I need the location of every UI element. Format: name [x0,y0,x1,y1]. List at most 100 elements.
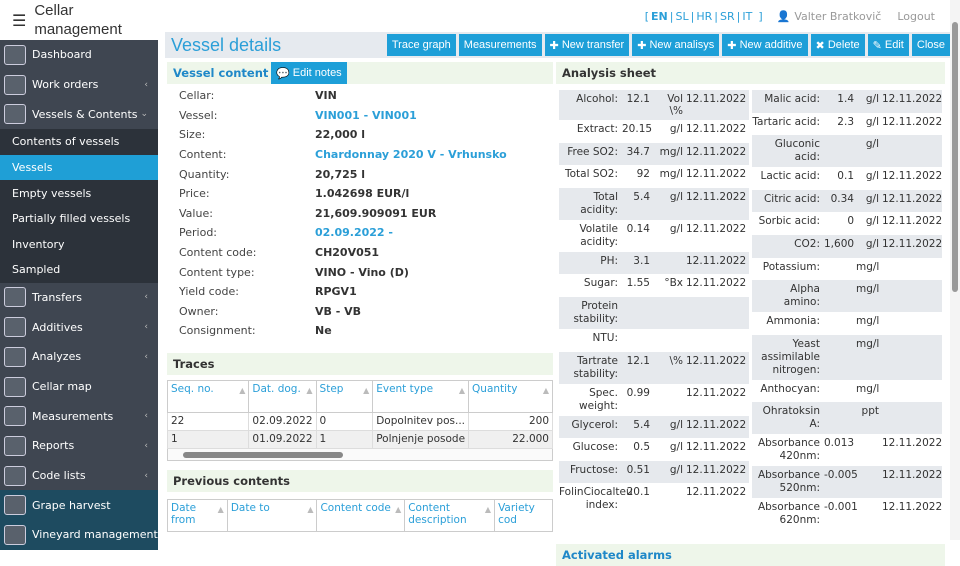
column-header[interactable]: ▲ Step [315,379,374,413]
edit-notes-button[interactable]: 💬 Edit notes [271,62,347,84]
table-row[interactable]: 22 02.09.2022 0 Dopolnitev pos... 200 [166,411,553,431]
sidebar-item-dashboard[interactable]: Dashboard [0,40,158,70]
sidebar-subitem-partially-filled-vessels[interactable]: Partially filled vessels [12,212,131,226]
analysis-unit: g/l [865,237,879,250]
sort-icon[interactable]: ▲ [484,504,492,514]
sort-icon[interactable]: ▲ [542,385,549,395]
close-button[interactable]: Close [911,34,950,56]
logout-link[interactable]: Logout [897,9,935,23]
analysis-value: -0.001 [824,501,858,514]
column-header[interactable]: Variety cod [494,498,553,532]
button-label: New additive [739,39,803,51]
column-header[interactable]: ▲ Content description [404,498,496,532]
vessels-icon [4,104,26,125]
sidebar-item-grape-harvest[interactable]: Grape harvest [0,490,158,521]
field-value[interactable]: 02.09.2022 - [315,226,393,240]
analysis-row: Yeast assimilable nitrogen: mg/l [752,334,942,380]
lang-hr[interactable]: HR [696,9,713,23]
lang-sl[interactable]: SL [675,9,689,23]
sort-icon[interactable]: ▲ [307,504,314,514]
sidebar-item-reports[interactable]: Reports ‹ [0,431,158,461]
column-header[interactable]: ▲ Seq. no. [166,379,250,413]
traces-table: ▲ Seq. no. ▲ Dat. dog. ▲ Step ▲ Event type ▲ Quan… [166,379,553,449]
sidebar-item-vessels-contents[interactable]: Vessels & Contents ⌄ [0,99,158,129]
bracket: [ [644,9,650,23]
sidebar-item-cellar-map[interactable]: Cellar map [0,372,158,402]
vessel-fields: Cellar: VIN Vessel: VIN001 - VIN001 Size: 22,… [167,84,553,341]
column-header[interactable]: ▲ Date to [226,498,318,532]
analysis-value: 0.1 [837,170,854,183]
analysis-row: Glucose: 0.5 g/l 12.11.2022 [559,438,749,461]
button-label: Edit [884,39,904,51]
analysis-date: 12.11.2022 [686,463,747,476]
field-value[interactable]: VIN001 - VIN001 [315,108,417,122]
lang-en[interactable]: EN [651,9,668,23]
column-header[interactable]: ▲ Event type [372,379,470,413]
scrollbar-thumb[interactable] [952,22,958,292]
analysis-label: Sugar: [583,277,618,290]
new-analysis-button[interactable]: ✚ New analisys [632,34,720,56]
analysis-unit: g/l [669,123,683,135]
table-row[interactable]: 1 01.09.2022 1 Polnjenje posode 22.000 [166,429,553,449]
vertical-scrollbar[interactable] [950,0,960,540]
sort-icon[interactable]: ▲ [395,504,402,514]
title-bar: Vessel details Trace graph Measurements … [165,32,950,58]
analysis-value: 5.4 [633,418,650,431]
sort-icon[interactable]: ▲ [239,385,246,395]
analysis-date: 12.11.2022 [882,237,943,250]
analysis-date: 12.11.2022 [686,190,747,203]
new-additive-button[interactable]: ✚ New additive [722,34,808,56]
sort-icon[interactable]: ▲ [217,504,224,514]
sort-icon[interactable]: ▲ [306,385,313,395]
column-label: Step [319,382,344,395]
trace-graph-button[interactable]: Trace graph [386,34,456,56]
lang-it[interactable]: IT [742,9,753,23]
analysis-date: 12.11.2022 [882,115,943,128]
sidebar-subitem-inventory[interactable]: Inventory [12,237,65,251]
hamburger-icon[interactable]: ☰ [12,10,27,30]
sidebar-item-additives[interactable]: Additives ‹ [0,312,158,342]
edit-button[interactable]: ✎ Edit [867,34,909,56]
column-header[interactable]: ▲ Dat. dog. [248,379,317,413]
column-header[interactable]: ▲ Content code [316,498,406,532]
analysis-row: PH: 3.1 12.11.2022 [559,251,749,275]
user-name[interactable]: Valter Bratkovič [794,9,882,23]
analysis-value: 5.4 [633,190,650,203]
analysis-unit: g/l [669,418,683,431]
sidebar-item-code-lists[interactable]: Code lists ‹ [0,461,158,491]
sidebar-subitem-empty-vessels[interactable]: Empty vessels [12,186,92,200]
button-label: Edit notes [292,67,342,79]
sidebar-subitem-vessels[interactable]: Vessels [0,154,158,181]
lang-sr[interactable]: SR [719,9,735,23]
analysis-unit: \% [669,354,683,367]
sidebar-item-measurements[interactable]: Measurements ‹ [0,401,158,431]
sidebar-item-transfers[interactable]: Transfers ‹ [0,283,158,313]
sidebar-item-vineyard-management[interactable]: Vineyard management [0,520,158,550]
traces-table-wrap: ▲ Seq. no. ▲ Dat. dog. ▲ Step ▲ Event type ▲ Quan… [166,379,553,461]
analysis-label: Fructose: [569,463,618,476]
sort-icon[interactable]: ▲ [363,385,370,395]
work-orders-icon [4,74,26,95]
analysis-value: 0.99 [626,386,650,399]
column-header[interactable]: ▲ Quantity [468,379,553,413]
analysis-row: CO2: 1,600 g/l 12.11.2022 [752,234,943,258]
column-header[interactable]: ▲ Date from [167,498,228,532]
new-transfer-button[interactable]: ✚ New transfer [544,34,630,56]
sort-icon[interactable]: ▲ [458,385,466,395]
sidebar-subitem-contents-of-vessels[interactable]: Contents of vessels [12,135,120,149]
field-row: Price: 1.042698 EUR/l [167,184,553,204]
analysis-column-left: Alcohol: 12.1 Vol \% 12.11.2022 Extract: 20.1… [559,90,749,530]
sidebar-item-label: Grape harvest [32,498,111,512]
right-column: Analysis sheet Alcohol: 12.1 Vol \% 12.11.2… [556,62,945,566]
analysis-row: Absorbance 620nm: -0.001 12.11.2022 [752,498,942,530]
sidebar-item-work-orders[interactable]: Work orders ‹ [0,70,158,100]
measurements-button[interactable]: Measurements [458,34,542,56]
scrollbar-thumb[interactable] [183,451,343,458]
sidebar-subitem-sampled[interactable]: Sampled [12,263,61,277]
user-icon: 👤 [776,9,791,23]
field-value[interactable]: Chardonnay 2020 V - Vrhunsko [315,148,507,162]
column-label: Date to [230,501,270,514]
delete-button[interactable]: ✖ Delete [810,34,865,56]
horizontal-scrollbar[interactable] [167,448,553,461]
sidebar-item-analyzes[interactable]: Analyzes ‹ [0,342,158,372]
